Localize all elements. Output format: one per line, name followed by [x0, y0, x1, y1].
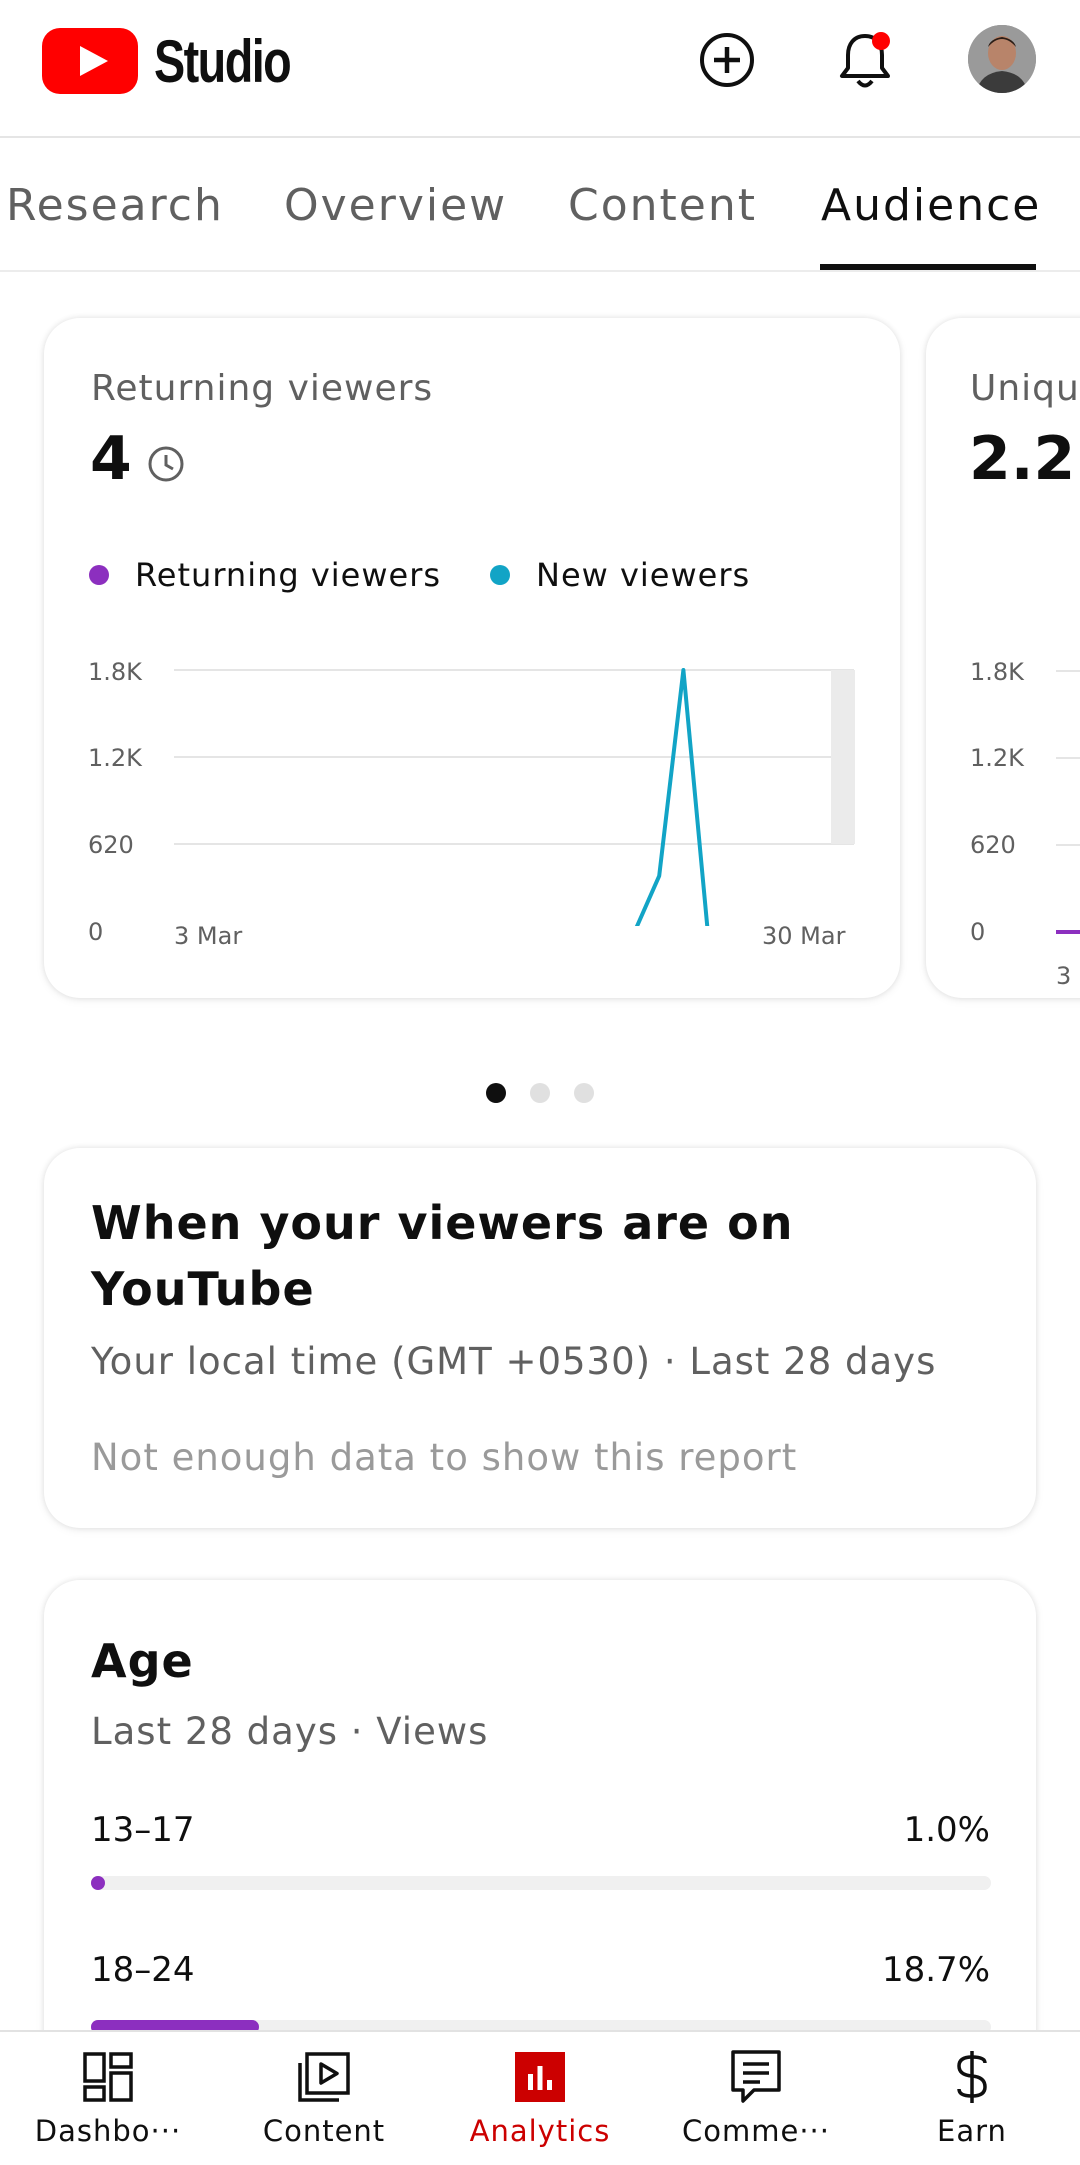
- dollar-icon: [942, 2048, 1002, 2106]
- notifications-button[interactable]: [835, 28, 895, 92]
- viewer-activity-card: When your viewers are on YouTube Your lo…: [44, 1148, 1036, 1528]
- app-header: Studio: [0, 0, 1080, 138]
- y-tick-label: 0: [88, 918, 104, 946]
- y-tick-label: 1.8K: [88, 658, 142, 686]
- age-percent: 18.7%: [881, 1950, 990, 1990]
- age-percent: 1.0%: [903, 1810, 990, 1850]
- unique-viewers-value: 2.2K: [969, 424, 1080, 494]
- tab-research[interactable]: Research: [6, 180, 224, 231]
- y-tick-label: 0: [970, 918, 986, 946]
- analytics-tabs: Research Overview Content Audience: [0, 140, 1080, 272]
- gridline: [1056, 670, 1080, 672]
- pager-dot-1[interactable]: [486, 1083, 506, 1103]
- series-layer: [634, 668, 710, 926]
- card-title: Uniqu: [970, 368, 1080, 409]
- nav-label: Earn: [937, 2114, 1007, 2148]
- section-subtitle: Your local time (GMT +0530) · Last 28 da…: [91, 1340, 937, 1383]
- legend-label: New viewers: [536, 556, 751, 594]
- dashboard-icon: [78, 2048, 138, 2106]
- add-circle-icon: [700, 33, 754, 87]
- y-tick-label: 1.8K: [970, 658, 1024, 686]
- card-title: Returning viewers: [91, 368, 434, 409]
- gridline: [1056, 844, 1080, 846]
- current-period-band: [831, 670, 855, 844]
- pager-dot-3[interactable]: [574, 1083, 594, 1103]
- nav-label: Analytics: [469, 2114, 611, 2148]
- notification-dot: [872, 32, 890, 50]
- nav-content[interactable]: Content: [216, 2032, 432, 2165]
- x-tick-label: 30 Mar: [762, 922, 846, 950]
- nav-label: Content: [262, 2114, 386, 2148]
- section-subtitle: Last 28 days · Views: [91, 1710, 489, 1753]
- returning-viewers-value: 4: [90, 424, 132, 494]
- bottom-navigation: Dashbo··· Content Analytics: [0, 2030, 1080, 2165]
- nav-dashboard[interactable]: Dashbo···: [0, 2032, 216, 2165]
- avatar-image: [968, 25, 1036, 93]
- series-line-new-viewers: [634, 668, 710, 926]
- youtube-play-icon: [42, 28, 138, 94]
- clock-icon[interactable]: [146, 444, 186, 484]
- nav-earn[interactable]: Earn: [864, 2032, 1080, 2165]
- comments-icon: [726, 2048, 786, 2106]
- create-button[interactable]: [697, 28, 757, 92]
- y-tick-label: 620: [970, 831, 1016, 859]
- series-line: [1056, 930, 1080, 934]
- analytics-icon: [510, 2048, 570, 2106]
- tab-content[interactable]: Content: [568, 180, 757, 231]
- section-title: Age: [91, 1634, 194, 1688]
- pager-dot-2[interactable]: [530, 1083, 550, 1103]
- section-title: When your viewers are on YouTube: [91, 1196, 794, 1316]
- tab-audience[interactable]: Audience: [821, 180, 1042, 231]
- bell-icon: [840, 32, 890, 88]
- no-data-message: Not enough data to show this report: [91, 1436, 798, 1479]
- brand-text: Studio: [154, 27, 292, 95]
- active-tab-indicator: [820, 264, 1036, 270]
- age-bar-track: [91, 1876, 991, 1890]
- age-range-label: 18–24: [91, 1950, 195, 1990]
- nav-label: Dashbo···: [34, 2114, 182, 2148]
- legend-label: Returning viewers: [135, 556, 442, 594]
- viewers-line-chart[interactable]: [174, 656, 904, 926]
- age-range-label: 13–17: [91, 1810, 195, 1850]
- x-tick-label: 3 Mar: [174, 922, 243, 950]
- nav-label: Comme···: [682, 2114, 830, 2148]
- age-bar-fill: [91, 1876, 105, 1890]
- y-tick-label: 1.2K: [970, 744, 1024, 772]
- studio-logo[interactable]: Studio: [42, 27, 329, 95]
- legend-swatch: [89, 565, 109, 585]
- unique-viewers-card[interactable]: Uniqu 2.2K 1.8K 1.2K 620 0 3 M: [926, 318, 1080, 998]
- video-library-icon: [294, 2048, 354, 2106]
- y-tick-label: 620: [88, 831, 134, 859]
- nav-analytics[interactable]: Analytics: [432, 2032, 648, 2165]
- legend-returning: Returning viewers: [89, 556, 441, 594]
- gridline: [1056, 757, 1080, 759]
- returning-viewers-card[interactable]: Returning viewers 4 Returning viewers Ne…: [44, 318, 900, 998]
- nav-comments[interactable]: Comme···: [648, 2032, 864, 2165]
- legend-new: New viewers: [490, 556, 750, 594]
- x-tick-label: 3 M: [1056, 962, 1080, 990]
- legend-swatch: [490, 565, 510, 585]
- tab-overview[interactable]: Overview: [284, 180, 508, 231]
- y-tick-label: 1.2K: [88, 744, 142, 772]
- account-avatar[interactable]: [968, 25, 1036, 93]
